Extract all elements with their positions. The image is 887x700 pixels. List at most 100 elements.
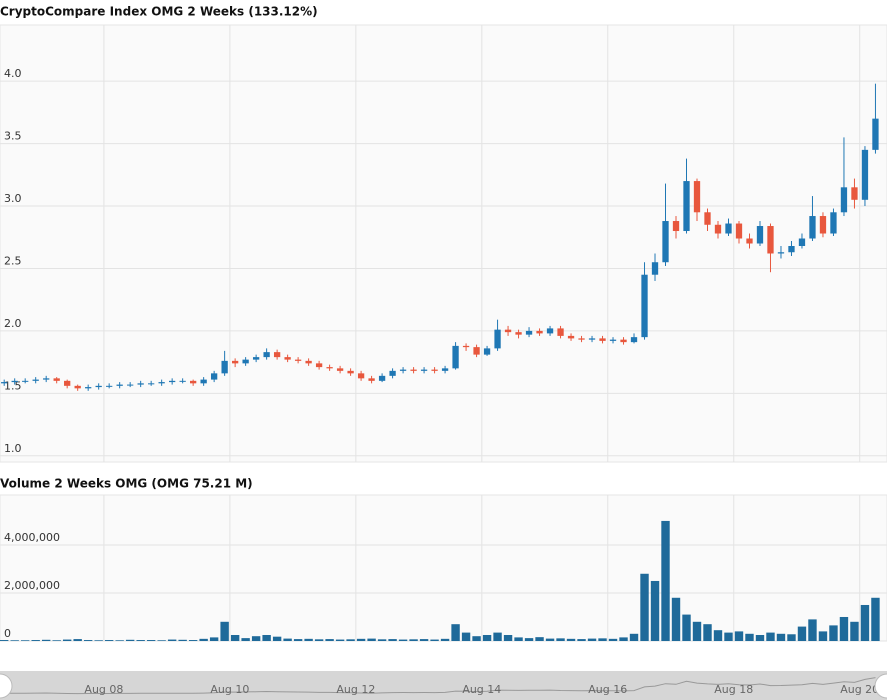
- y-tick-label: 4.0: [4, 67, 22, 80]
- volume-bar: [703, 624, 712, 641]
- volume-bar: [871, 597, 880, 641]
- candle-body: [263, 352, 270, 358]
- volume-bar: [115, 640, 124, 641]
- candle-body: [347, 370, 354, 374]
- volume-bar: [745, 633, 754, 641]
- candle-body: [368, 378, 375, 381]
- x-tick-label: Aug 08: [84, 683, 123, 696]
- candle-body: [599, 338, 606, 341]
- volume-bar: [178, 639, 187, 641]
- volume-bar: [776, 633, 786, 641]
- volume-bar: [598, 638, 607, 641]
- candle-body: [158, 382, 165, 384]
- volume-bar: [10, 640, 19, 641]
- candle-body: [357, 373, 365, 379]
- volume-bar: [325, 639, 334, 641]
- volume-bar: [755, 634, 765, 641]
- y-tick-label: 4,000,000: [4, 531, 60, 544]
- candle-body: [1, 382, 8, 384]
- volume-bar: [556, 638, 565, 641]
- candle-body: [767, 226, 774, 254]
- volume-bar: [787, 634, 796, 641]
- candle-body: [441, 368, 449, 371]
- candle-body: [399, 369, 407, 371]
- candle-body: [494, 329, 501, 349]
- volume-bar: [661, 520, 670, 641]
- volume-bar: [808, 619, 817, 641]
- volume-bar: [293, 639, 303, 641]
- volume-bar: [461, 632, 471, 641]
- candle-body: [231, 360, 239, 364]
- volume-bar: [125, 639, 135, 641]
- candle-body: [11, 380, 18, 383]
- candle-body: [462, 345, 470, 348]
- x-tick-label: Aug 14: [462, 683, 501, 696]
- candle-body: [809, 216, 816, 239]
- navigator[interactable]: [0, 671, 887, 700]
- volume-bar: [650, 580, 660, 641]
- candle-body: [242, 359, 249, 364]
- candle-body: [672, 221, 680, 232]
- candle-body: [525, 330, 533, 335]
- volume-bar: [167, 639, 177, 641]
- volume-bar: [304, 638, 313, 641]
- y-tick-label: 0: [4, 627, 11, 640]
- candle-body: [53, 378, 60, 381]
- candle-body: [588, 338, 596, 340]
- y-tick-label: 3.0: [4, 192, 22, 205]
- volume-bar: [20, 640, 30, 641]
- candle-body: [735, 223, 743, 239]
- candle-body: [620, 339, 627, 343]
- volume-bar: [0, 640, 9, 641]
- volume-bar: [62, 639, 72, 641]
- candle-body: [127, 384, 134, 386]
- candle-body: [725, 223, 732, 234]
- candle-body: [189, 380, 197, 384]
- navigator-series: [4, 677, 876, 695]
- candle-body: [861, 149, 869, 200]
- volume-bar: [94, 640, 103, 641]
- x-tick-label: Aug 10: [210, 683, 249, 696]
- volume-bar: [230, 634, 240, 641]
- volume-bar: [514, 637, 523, 641]
- volume-title: Volume 2 Weeks OMG (OMG 75.21 M): [0, 477, 253, 491]
- volume-bar: [440, 638, 450, 641]
- volume-bar: [629, 633, 639, 641]
- candle-body: [137, 383, 144, 385]
- candle-body: [515, 332, 522, 335]
- candle-body: [819, 216, 827, 234]
- volume-bar: [241, 638, 250, 641]
- candle-body: [294, 359, 302, 361]
- candle-body: [557, 328, 564, 336]
- volume-bar: [209, 637, 219, 641]
- candle-body: [336, 368, 344, 371]
- candle-body: [378, 375, 386, 381]
- candle-body: [756, 226, 764, 244]
- candle-body: [683, 181, 690, 232]
- volume-bar: [608, 638, 618, 641]
- volume-bar: [409, 639, 418, 641]
- candle-body: [410, 369, 417, 371]
- x-tick-label: Aug 16: [588, 683, 627, 696]
- candle-body: [389, 370, 396, 376]
- candle-body: [840, 187, 848, 213]
- candle-body: [662, 221, 669, 263]
- candle-body: [746, 238, 753, 244]
- x-tick-label: Aug 20: [840, 683, 879, 696]
- volume-bar: [388, 639, 397, 641]
- volume-bar: [503, 634, 513, 641]
- navigator-handle[interactable]: [874, 673, 887, 699]
- candle-body: [714, 224, 722, 234]
- candle-body: [578, 338, 585, 340]
- candle-body: [326, 367, 333, 369]
- volume-bar: [524, 638, 534, 641]
- volume-bar: [398, 639, 408, 641]
- candle-body: [273, 352, 281, 358]
- navigator-handle[interactable]: [0, 673, 13, 699]
- y-tick-label: 1.0: [4, 442, 22, 455]
- candle-body: [452, 345, 459, 369]
- volume-bar: [482, 634, 492, 641]
- volume-bar: [157, 640, 166, 641]
- candle-body: [420, 369, 428, 371]
